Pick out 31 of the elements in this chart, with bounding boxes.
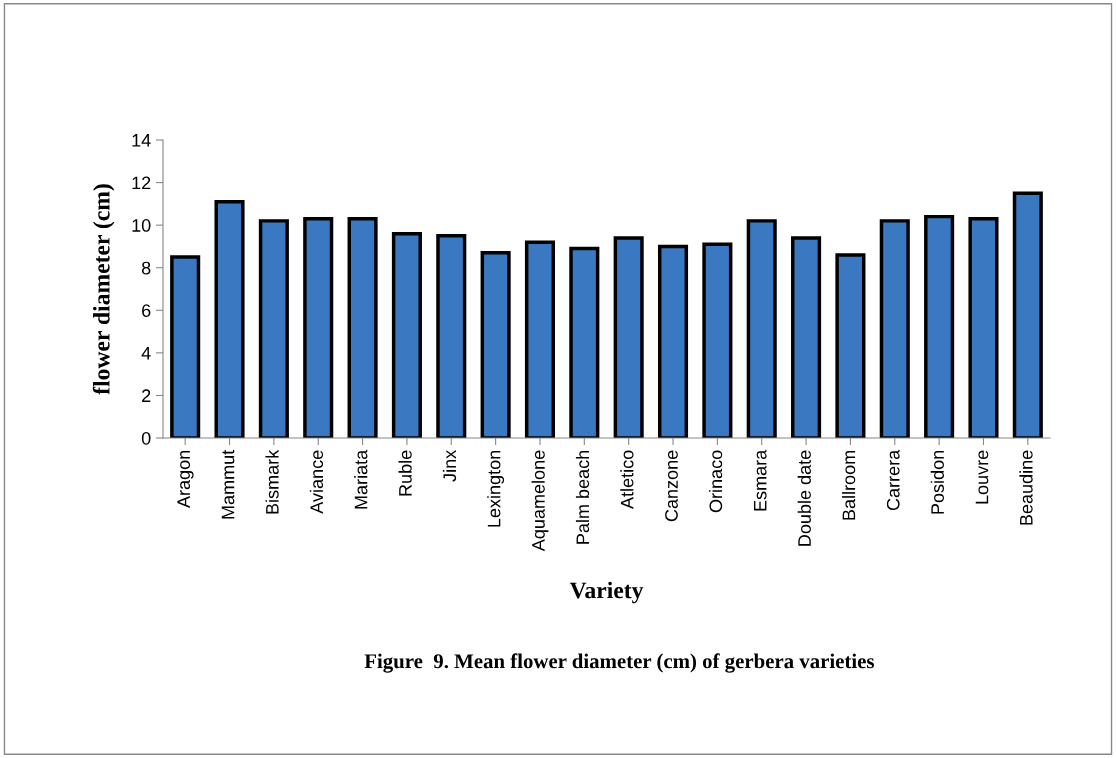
x-tick-label: Esmara xyxy=(753,449,767,511)
x-tick-label: Aragon xyxy=(177,450,194,508)
y-tick-label: 10 xyxy=(132,219,151,232)
x-tick-label: Jinx xyxy=(442,450,457,482)
y-tick-label: 8 xyxy=(141,261,151,275)
y-tick-label: 2 xyxy=(142,389,151,402)
x-tick-label: Aquamelone xyxy=(531,450,549,552)
x-tick-label: Bismark xyxy=(265,449,279,514)
x-tick-label: Aviance xyxy=(309,450,324,514)
y-tick-label: 4 xyxy=(141,346,151,360)
x-tick-label: Lexington xyxy=(487,450,505,527)
y-tick-label: 14 xyxy=(132,134,151,147)
x-tick-label: Canzone xyxy=(665,450,678,522)
x-tick-label: Ballroom xyxy=(842,450,856,520)
x-tick-label: Posidon xyxy=(930,450,944,514)
y-axis-title: flower diameter (cm) xyxy=(92,184,115,395)
y-tick-label: 12 xyxy=(132,176,151,190)
caption: Figure 9. Mean flower diameter (cm) of gerbera varieties xyxy=(364,653,874,673)
x-tick-label: Atletico xyxy=(620,450,634,509)
x-tick-label: Ruble xyxy=(398,450,412,496)
x-tick-label: Carrera xyxy=(886,449,900,511)
x-tick-label: Mariata xyxy=(354,449,368,509)
y-tick-label: 0 xyxy=(141,431,151,445)
x-tick-label: Palm beach xyxy=(575,450,590,544)
x-tick-label: Mammut xyxy=(221,449,235,519)
x-axis-title: Variety xyxy=(569,581,644,604)
x-tick-label: Beaudine xyxy=(1019,450,1033,525)
x-tick-label: Double date xyxy=(797,450,811,546)
y-tick-label: 6 xyxy=(142,304,151,318)
x-tick-label: Orinaco xyxy=(708,450,723,513)
x-tick-label: Louvre xyxy=(975,450,989,504)
